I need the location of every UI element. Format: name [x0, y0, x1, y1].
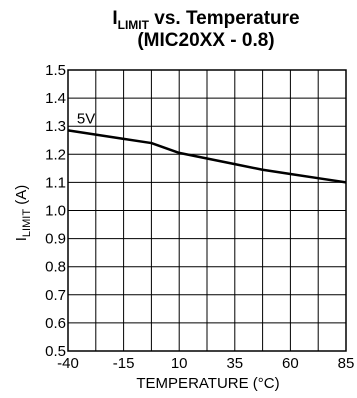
x-tick-label: 10	[171, 355, 188, 372]
title-lead: I	[112, 8, 117, 29]
x-tick-label: 85	[338, 355, 355, 372]
title-rest: vs. Temperature	[149, 8, 300, 29]
plot-frame	[67, 69, 347, 352]
chart-title-line2: (MIC20XX - 0.8)	[137, 30, 274, 51]
y-label-lead: I	[13, 237, 30, 241]
x-tick-label: 60	[282, 355, 299, 372]
y-tick-labels: 0.5 0.6 0.7 0.8 0.9 1.0 1.1 1.2 1.3 1.4 1.5	[45, 62, 66, 360]
series-line-5V	[67, 129, 347, 184]
plot-grid	[68, 70, 346, 351]
chart-title: ILIMIT vs. Temperature (MIC20XX - 0.8)	[112, 8, 299, 51]
x-tick-label: -15	[113, 355, 135, 372]
y-tick-label: 1.2	[45, 146, 66, 163]
x-tick-labels: -40 -15 10 35 60 85	[57, 355, 354, 372]
y-tick-label: 1.0	[45, 203, 66, 220]
y-tick-label: 1.3	[45, 118, 66, 135]
y-label-subscript: LIMIT	[21, 209, 33, 237]
y-label-rest: (A)	[13, 185, 30, 209]
y-tick-label: 0.5	[45, 343, 66, 360]
y-tick-label: 1.5	[45, 62, 66, 79]
series-label: 5V	[77, 110, 95, 127]
title-subscript: LIMIT	[118, 18, 150, 32]
series-layer	[67, 129, 347, 184]
x-axis-label: TEMPERATURE (°C)	[136, 375, 279, 392]
y-axis-label: ILIMIT (A)	[13, 185, 33, 241]
chart-title-line1: ILIMIT vs. Temperature	[112, 8, 299, 32]
y-tick-label: 0.7	[45, 287, 66, 304]
y-tick-label: 1.1	[45, 174, 66, 191]
annotations: 5V	[77, 110, 95, 127]
x-tick-label: -40	[57, 355, 79, 372]
y-tick-label: 0.9	[45, 231, 66, 248]
y-tick-label: 0.6	[45, 315, 66, 332]
y-tick-label: 1.4	[45, 90, 66, 107]
y-tick-label: 0.8	[45, 259, 66, 276]
x-tick-label: 35	[226, 355, 243, 372]
